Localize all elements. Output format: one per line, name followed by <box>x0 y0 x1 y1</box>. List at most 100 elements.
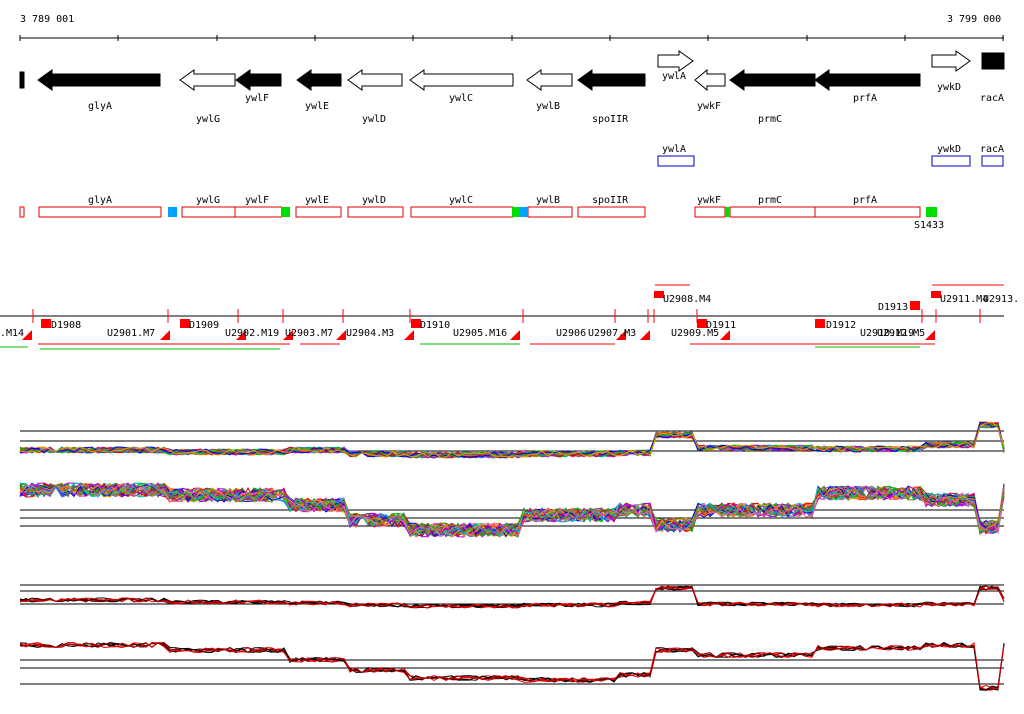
segment-label[interactable]: .M14 <box>0 328 24 339</box>
gene-labels: glyA ywlG ywlF ywlE ywlD ywlC ywlB spoII… <box>88 71 1004 125</box>
transcript-label-prfA: prfA <box>853 195 877 206</box>
gene-track <box>19 50 1005 92</box>
transcript-label-ywlD: ywlD <box>362 195 386 206</box>
transcript-box[interactable] <box>19 206 25 218</box>
segment-label[interactable]: U2912.M5 <box>877 328 925 339</box>
gene-arrow-ywlC[interactable] <box>409 69 514 91</box>
segment-label[interactable]: U2901.M7 <box>107 328 155 339</box>
gene-arrow-prfA[interactable] <box>814 69 921 91</box>
segment-label[interactable]: U2909.M5 <box>671 328 719 339</box>
blue-box-racA[interactable] <box>981 155 1004 167</box>
transcript-ywlE[interactable] <box>295 206 342 218</box>
gene-label-glyA[interactable]: glyA <box>88 101 112 112</box>
segment-label[interactable]: D1913 <box>878 302 908 313</box>
marker-green[interactable] <box>281 207 290 217</box>
gene-arrow-ywlB[interactable] <box>526 69 573 91</box>
gene-label-ywlA[interactable]: ywlA <box>662 71 686 82</box>
transcript-ywkF[interactable] <box>694 206 726 218</box>
segment-label[interactable]: D1908 <box>51 320 81 331</box>
ruler-end-label: 3 799 000 <box>947 14 1001 25</box>
gene-label-ywkF[interactable]: ywkF <box>697 101 721 112</box>
transcript-spoIIR[interactable] <box>577 206 646 218</box>
gene-arrow-spoIIR[interactable] <box>577 69 646 91</box>
transcript-prmC[interactable] <box>729 206 816 218</box>
transcript-label-ywlF: ywlF <box>245 195 269 206</box>
gene-label-ywlB[interactable]: ywlB <box>536 101 560 112</box>
marker-green[interactable] <box>725 207 730 217</box>
gene-label-ywlC[interactable]: ywlC <box>449 93 473 104</box>
marker-blue[interactable] <box>520 207 528 217</box>
expression-panels <box>19 421 1005 691</box>
marker-green[interactable] <box>926 207 937 217</box>
segment-label[interactable]: U2905.M16 <box>453 328 507 339</box>
transcript-ywlB[interactable] <box>527 206 573 218</box>
segment-label[interactable]: D1910 <box>420 320 450 331</box>
gene-arrow-ywlF[interactable] <box>235 69 282 91</box>
transcript-track: glyA ywlG ywlF ywlE ywlD ywlC ywlB spoII… <box>19 195 944 231</box>
expression-panel-1 <box>19 421 1005 459</box>
gene-label-spoIIR[interactable]: spoIIR <box>592 114 629 125</box>
segment-label[interactable]: U2913. <box>983 294 1019 305</box>
summary-panel-1 <box>19 584 1005 609</box>
transcript-label-ywlE: ywlE <box>305 195 329 206</box>
segment-label[interactable]: U2910.M19 <box>860 328 914 339</box>
blue-box-ywkD[interactable] <box>931 155 971 167</box>
gene-arrow-racA[interactable] <box>981 52 1005 70</box>
transcript-label-ywlC: ywlC <box>449 195 473 206</box>
gene-label-racA[interactable]: racA <box>980 93 1004 104</box>
gene-label-prmC[interactable]: prmC <box>758 114 782 125</box>
segment-label[interactable]: U2906 <box>556 328 586 339</box>
gene-label-ywlF[interactable]: ywlF <box>245 93 269 104</box>
transcript-ywlF[interactable] <box>234 206 283 218</box>
blue-box-ywlA[interactable] <box>657 155 695 167</box>
gene-arrow-ywlD[interactable] <box>347 69 403 91</box>
transcript-label-prmC: prmC <box>758 195 782 206</box>
gene-arrow-glyA[interactable] <box>37 69 161 91</box>
marker-blue[interactable] <box>168 207 177 217</box>
segmentation-track: U2908.M4 D1913 U2911.M4 U2913. .M14 D190… <box>0 284 1019 350</box>
gene-arrow-gene[interactable] <box>19 71 25 89</box>
segment-label[interactable]: U2911.M4 <box>940 294 988 305</box>
gene-arrow-ywlG[interactable] <box>179 69 236 91</box>
gene-arrow-ywlA[interactable] <box>657 50 694 72</box>
transcript-label-ywkF: ywkF <box>697 195 721 206</box>
segment-label[interactable]: U2903.M7 <box>285 328 333 339</box>
segment-label[interactable]: D1909 <box>189 320 219 331</box>
gene-label-ywkD[interactable]: ywkD <box>937 82 961 93</box>
gene-arrow-prmC[interactable] <box>729 69 816 91</box>
blue-box-label-ywkD: ywkD <box>937 144 961 155</box>
gene-arrow-ywlE[interactable] <box>296 69 342 91</box>
gene-label-ywlD[interactable]: ywlD <box>362 114 386 125</box>
blue-box-track: ywlA ywkD racA <box>657 144 1004 167</box>
transcript-ywlG[interactable] <box>181 206 236 218</box>
transcript-label-ywlG: ywlG <box>196 195 220 206</box>
marker-green[interactable] <box>512 207 520 217</box>
transcript-label-ywlB: ywlB <box>536 195 560 206</box>
coordinate-ruler: 3 789 001 3 799 000 <box>19 14 1004 41</box>
transcript-label-spoIIR: spoIIR <box>592 195 629 206</box>
transcript-label-glyA: glyA <box>88 195 112 206</box>
sigma-site-label: S1433 <box>914 220 944 231</box>
blue-box-label-ywlA: ywlA <box>662 144 686 155</box>
transcript-glyA[interactable] <box>38 206 162 218</box>
gene-arrow-ywkF[interactable] <box>694 68 726 92</box>
segment-label[interactable]: U2902.M19 <box>225 328 279 339</box>
gene-label-prfA[interactable]: prfA <box>853 93 877 104</box>
transcript-prfA[interactable] <box>814 206 921 218</box>
gene-label-ywlE[interactable]: ywlE <box>305 101 329 112</box>
segment-label[interactable]: D1912 <box>826 320 856 331</box>
blue-box-label-racA: racA <box>980 144 1004 155</box>
segment-label[interactable]: U2904.M3 <box>346 328 394 339</box>
gene-arrow-ywkD[interactable] <box>931 50 971 72</box>
segment-label[interactable]: D1911 <box>706 320 736 331</box>
segment-label[interactable]: U2908.M4 <box>663 294 711 305</box>
expression-panel-2 <box>19 482 1005 539</box>
transcript-ywlC[interactable] <box>410 206 514 218</box>
ruler-start-label: 3 789 001 <box>20 14 74 25</box>
segment-label[interactable]: U2907.M3 <box>588 328 636 339</box>
gene-label-ywlG[interactable]: ywlG <box>196 114 220 125</box>
summary-panel-2 <box>19 641 1005 691</box>
transcript-ywlD[interactable] <box>347 206 404 218</box>
